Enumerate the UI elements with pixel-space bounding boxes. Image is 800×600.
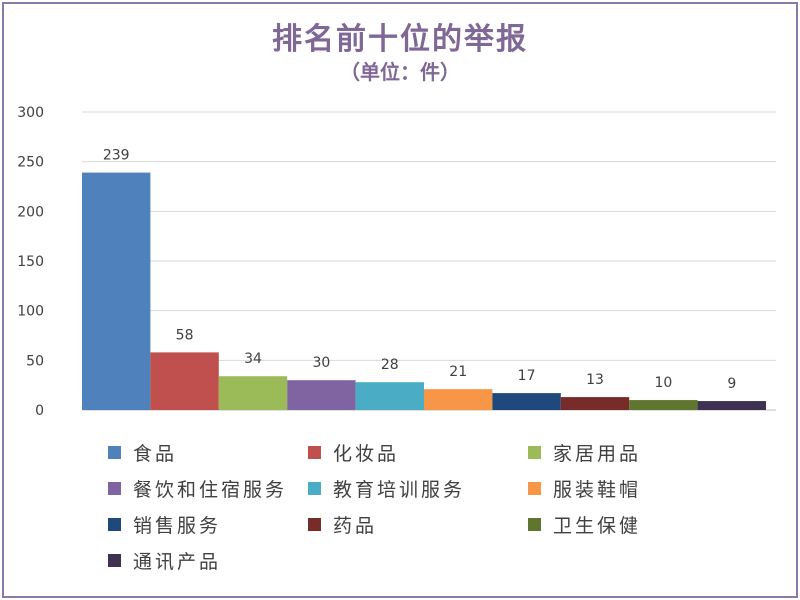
legend-swatch: [308, 445, 321, 459]
bar: [492, 393, 561, 410]
data-label: 21: [449, 364, 467, 380]
legend-label: 药品: [333, 514, 378, 537]
y-tick-label: 300: [17, 105, 44, 121]
legend-swatch: [528, 517, 541, 531]
legend-label: 卫生保健: [553, 514, 642, 537]
chart-subtitle: （单位：件）: [340, 60, 460, 84]
data-label: 10: [654, 375, 672, 391]
chart-title: 排名前十位的举报: [272, 22, 528, 57]
legend-item: 卫生保健: [528, 512, 642, 537]
legend-item: 教育培训服务: [308, 476, 466, 501]
bar: [82, 172, 151, 410]
legend-label: 通讯产品: [133, 550, 222, 573]
legend-item: 药品: [308, 512, 378, 537]
data-label: 239: [103, 148, 130, 164]
data-label: 13: [586, 372, 604, 388]
y-tick-label: 0: [35, 403, 44, 419]
legend-swatch: [108, 553, 121, 567]
bar-chart: 0 50 100 150 200 250 300 239 58 34 30 28 21 17 13 10 9: [17, 105, 776, 419]
data-label: 28: [381, 357, 399, 373]
legend-item: 化妆品: [308, 440, 400, 465]
bar: [629, 400, 698, 410]
bar: [287, 380, 356, 410]
legend-label: 化妆品: [333, 442, 400, 465]
legend-item: 餐饮和住宿服务: [108, 476, 288, 501]
legend-swatch: [528, 481, 541, 495]
bar: [355, 382, 424, 410]
legend-item: 服装鞋帽: [528, 476, 642, 501]
legend-label: 餐饮和住宿服务: [133, 478, 288, 501]
bar: [424, 389, 493, 410]
legend-swatch: [308, 481, 321, 495]
data-label: 17: [518, 368, 536, 384]
y-tick-label: 100: [17, 304, 44, 320]
legend-label: 食品: [133, 442, 178, 465]
legend-swatch: [108, 445, 121, 459]
legend-swatch: [308, 517, 321, 531]
bar: [150, 352, 219, 410]
legend-item: 食品: [108, 440, 178, 465]
bar: [218, 376, 288, 410]
y-tick-label: 250: [17, 155, 44, 171]
legend-label: 销售服务: [133, 514, 222, 537]
data-label: 34: [244, 351, 262, 367]
legend-item: 家居用品: [528, 440, 642, 465]
data-label: 58: [176, 327, 194, 343]
legend-item: 通讯产品: [108, 548, 222, 573]
y-tick-label: 150: [17, 254, 44, 270]
legend-swatch: [108, 517, 121, 531]
bar: [560, 397, 630, 410]
data-label: 30: [312, 355, 330, 371]
legend-item: 销售服务: [108, 512, 222, 537]
legend-swatch: [108, 481, 121, 495]
y-tick-label: 200: [17, 204, 44, 220]
legend-label: 服装鞋帽: [553, 478, 642, 501]
bar: [697, 401, 766, 410]
legend-swatch: [528, 445, 541, 459]
y-tick-label: 50: [26, 353, 44, 369]
legend-label: 教育培训服务: [333, 478, 466, 501]
data-label: 9: [727, 376, 736, 392]
legend-label: 家居用品: [553, 442, 642, 465]
